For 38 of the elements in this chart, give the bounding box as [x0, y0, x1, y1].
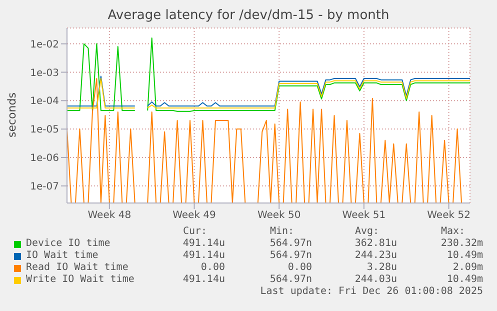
- text: 244.03u: [354, 274, 397, 285]
- x-tick-label: Week 51: [342, 210, 386, 222]
- text: 362.81u: [354, 238, 397, 249]
- text: 491.14u: [182, 238, 225, 249]
- x-tick-label: Week 49: [172, 210, 216, 222]
- y-tick-label: 1e-07: [30, 181, 59, 192]
- text: 564.97n: [268, 250, 312, 261]
- y-tick-label: 1e-06: [30, 153, 59, 164]
- text: 3.28u: [366, 262, 397, 273]
- text: 491.14u: [182, 274, 225, 285]
- text: 2.09m: [452, 262, 483, 273]
- x-tick-label: Week 50: [257, 210, 301, 222]
- legend-label: Read IO Wait time: [26, 262, 128, 273]
- text: 0.00: [200, 262, 225, 273]
- text: Max:: [440, 226, 466, 237]
- text: 564.97n: [268, 274, 312, 285]
- y-tick-label: 1e-05: [30, 124, 59, 136]
- text: Min:: [268, 226, 296, 237]
- text: 244.23u: [354, 250, 397, 261]
- y-tick-label: 1e-02: [30, 39, 59, 50]
- x-tick-label: Week 52: [427, 210, 470, 222]
- text: 491.14u: [182, 250, 225, 261]
- text: 10.49m: [446, 250, 483, 261]
- y-axis-title: seconds: [6, 92, 18, 138]
- y-tick-label: 1e-03: [30, 68, 59, 79]
- chart-title: Average latency for /dev/dm-15 - by month: [106, 8, 390, 23]
- text: 0.00: [286, 262, 312, 273]
- text: Last update: Fri Dec 26 01:00:08 2025: [260, 286, 483, 297]
- text: 10.49m: [446, 274, 483, 285]
- y-tick-label: 1e-04: [30, 96, 59, 108]
- text: 564.97n: [268, 238, 312, 249]
- legend-label: IO Wait time: [26, 250, 98, 261]
- x-tick-label: Week 48: [88, 210, 132, 222]
- text: Cur:: [182, 226, 208, 237]
- legend-label: Write IO Wait time: [26, 274, 134, 285]
- text: Avg:: [354, 226, 380, 237]
- text: 230.32m: [440, 238, 483, 249]
- legend-label: Device IO time: [26, 238, 110, 249]
